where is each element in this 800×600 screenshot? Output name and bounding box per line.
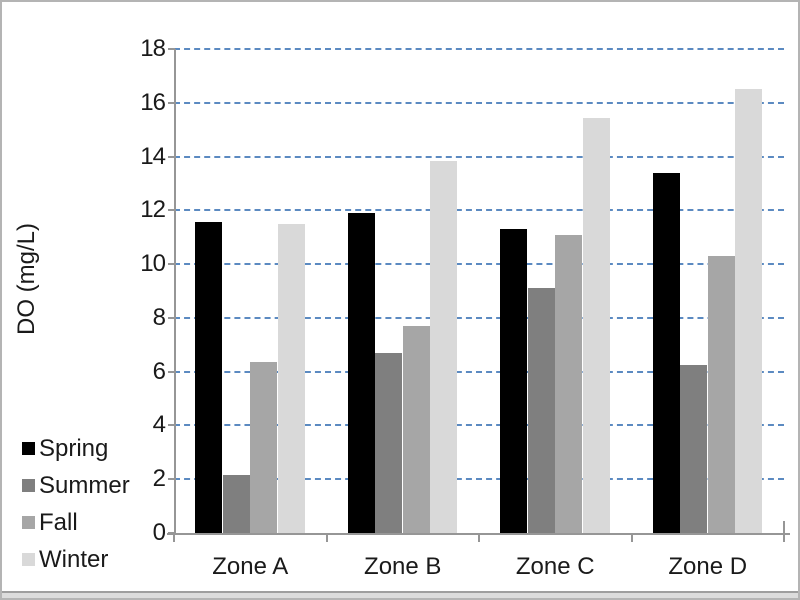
- y-tick-label: 10: [140, 250, 166, 278]
- bar-winter-zone-d: [735, 89, 763, 533]
- bar-summer-zone-c: [527, 288, 555, 533]
- y-tick-mark: [168, 155, 175, 158]
- x-axis: [167, 533, 790, 535]
- bar-winter-zone-a: [277, 223, 305, 533]
- gridline: [174, 155, 784, 158]
- legend: Spring Summer Fall Winter: [22, 430, 130, 578]
- x-category-label: Zone B: [364, 553, 442, 580]
- legend-swatch-icon: [22, 479, 35, 492]
- x-category-label: Zone D: [668, 553, 748, 580]
- x-category-label: Zone A: [212, 553, 289, 580]
- x-tick-mark: [325, 535, 328, 542]
- legend-label: Fall: [39, 508, 78, 536]
- x-tick-mark: [630, 535, 633, 542]
- x-tick-mark: [478, 535, 480, 542]
- legend-label: Winter: [39, 545, 109, 573]
- bar-spring-zone-d: [652, 172, 680, 533]
- x-category-label: Zone C: [515, 553, 595, 580]
- y-tick-label: 14: [140, 142, 166, 170]
- gridline: [174, 48, 784, 50]
- legend-item-fall: Fall: [22, 504, 130, 541]
- legend-item-spring: Spring: [22, 430, 130, 467]
- y-tick-mark: [168, 263, 175, 266]
- y-tick-mark: [168, 424, 175, 427]
- y-tick-label: 8: [152, 303, 166, 331]
- frame-bottom-edge: [2, 591, 798, 598]
- legend-swatch-icon: [22, 442, 35, 455]
- legend-label: Summer: [39, 471, 130, 499]
- y-tick-mark: [168, 316, 175, 319]
- y-tick-label: 4: [152, 411, 166, 439]
- bar-fall-zone-a: [250, 362, 278, 533]
- y-tick-label: 6: [152, 357, 166, 385]
- y-axis: [174, 49, 176, 533]
- bar-fall-zone-b: [402, 325, 430, 533]
- y-axis-title: DO (mg/L): [13, 223, 40, 336]
- gridline: [174, 424, 784, 427]
- bar-spring-zone-b: [347, 213, 375, 533]
- bar-winter-zone-b: [430, 160, 458, 533]
- y-tick-label: 0: [152, 519, 166, 546]
- y-tick-mark: [168, 370, 175, 373]
- bar-fall-zone-c: [555, 234, 583, 533]
- gridline: [174, 370, 784, 373]
- y-tick-mark: [168, 209, 175, 212]
- y-tick-label: 12: [140, 196, 166, 224]
- gridline: [174, 316, 784, 319]
- bar-spring-zone-c: [500, 229, 528, 533]
- y-tick-label: 2: [152, 465, 166, 493]
- x-tick-mark: [783, 535, 785, 542]
- bar-fall-zone-d: [707, 256, 735, 533]
- bar-summer-zone-b: [375, 352, 403, 533]
- x-tick-mark: [173, 535, 175, 542]
- y-tick-mark: [168, 101, 175, 104]
- y-tick-label: 18: [140, 35, 166, 62]
- legend-item-summer: Summer: [22, 467, 130, 504]
- bar-summer-zone-a: [222, 475, 250, 533]
- bar-summer-zone-d: [680, 364, 708, 533]
- y-tick-label: 16: [140, 88, 166, 116]
- bar-spring-zone-a: [195, 222, 223, 533]
- x-tick-mark-up: [783, 521, 785, 533]
- legend-label: Spring: [39, 434, 109, 462]
- gridline: [174, 263, 784, 266]
- legend-item-winter: Winter: [22, 541, 130, 578]
- bar-winter-zone-c: [582, 117, 610, 533]
- y-tick-mark: [168, 48, 175, 50]
- legend-swatch-icon: [22, 553, 35, 566]
- y-tick-mark: [168, 478, 175, 481]
- gridline: [174, 209, 784, 212]
- gridline: [174, 478, 784, 481]
- gridline: [174, 101, 784, 104]
- legend-swatch-icon: [22, 516, 35, 529]
